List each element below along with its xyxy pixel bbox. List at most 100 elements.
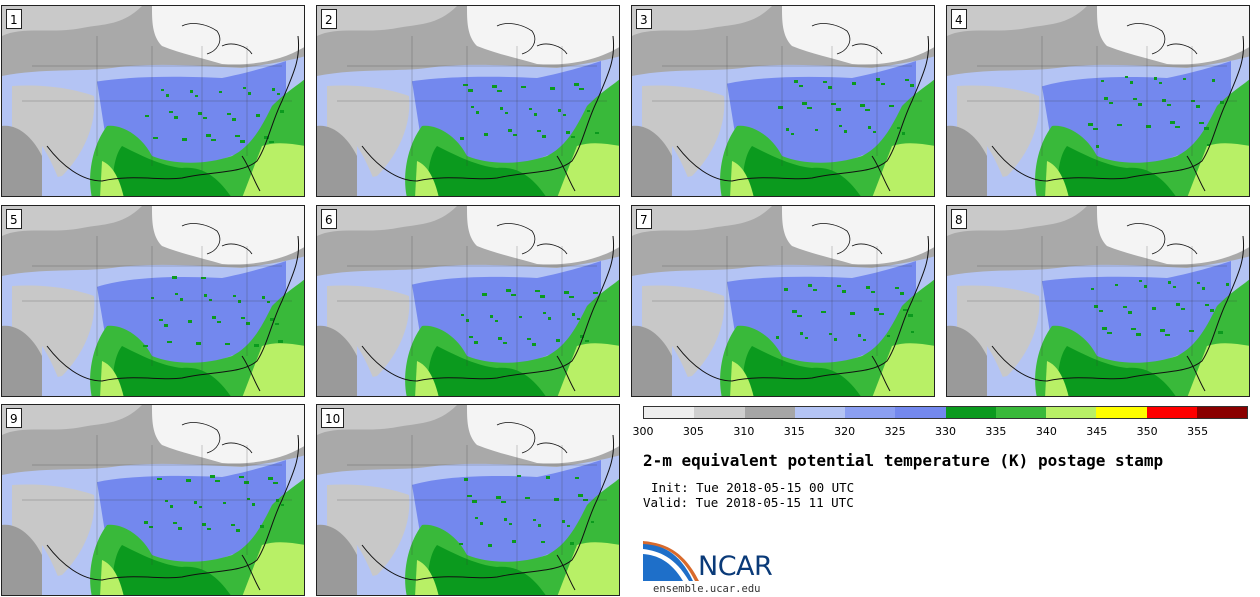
valid-time: Valid: Tue 2018-05-15 11 UTC <box>643 495 854 510</box>
humid-speckle <box>543 312 546 314</box>
coastline <box>676 35 930 182</box>
colorbar-swatch <box>644 407 695 418</box>
humid-speckle <box>196 342 201 345</box>
humid-speckle <box>178 527 182 530</box>
humid-speckle <box>903 309 908 311</box>
warm-region <box>97 460 286 566</box>
humid-speckle <box>280 110 284 113</box>
humid-speckle <box>504 518 507 521</box>
ocean-region <box>672 146 697 196</box>
humid-speckle <box>143 345 148 347</box>
humid-speckle <box>215 480 220 482</box>
humid-speckle <box>273 482 278 484</box>
humid-speckle <box>484 133 488 136</box>
humid-speckle <box>1176 303 1180 306</box>
humid-region <box>427 346 546 396</box>
humid-speckle <box>1115 284 1118 286</box>
humid-speckle <box>905 79 909 81</box>
warm-region <box>97 261 286 367</box>
dry-region <box>632 125 672 196</box>
very-humid-region <box>100 361 124 396</box>
humid-speckle <box>1138 103 1142 106</box>
humid-speckle <box>521 86 526 88</box>
humid-speckle <box>577 318 580 320</box>
dry-region <box>947 325 987 396</box>
humid-speckle <box>533 519 536 521</box>
humid-speckle <box>858 334 861 337</box>
humid-speckle <box>1205 304 1209 306</box>
humid-speckle <box>460 137 464 140</box>
humid-speckle <box>778 106 783 109</box>
map-panel-10: 10 <box>316 404 620 596</box>
humid-speckle <box>911 331 914 333</box>
great-lakes <box>811 23 851 55</box>
humid-speckle <box>248 92 251 95</box>
humid-speckle <box>887 335 890 337</box>
humid-speckle <box>180 298 183 301</box>
coastline <box>361 35 615 182</box>
great-lakes <box>221 43 253 55</box>
map-panel-4: 4 <box>946 5 1250 197</box>
humid-speckle <box>159 319 163 321</box>
humid-speckle <box>210 475 215 478</box>
ocean-region <box>987 146 1012 196</box>
humid-speckle <box>500 107 503 110</box>
humid-speckle <box>188 320 192 323</box>
humid-speckle <box>1204 127 1209 130</box>
humid-speckle <box>505 112 508 114</box>
very-humid-region <box>730 161 754 196</box>
humid-speckle <box>902 132 905 135</box>
florida-coast <box>556 155 576 192</box>
ocean-region <box>357 146 382 196</box>
humid-speckle <box>461 314 464 316</box>
very-humid-region <box>242 542 304 595</box>
humid-speckle <box>1093 128 1098 130</box>
humid-speckle <box>267 301 270 303</box>
humid-speckle <box>836 108 841 111</box>
humid-speckle <box>207 528 211 530</box>
humid-speckle <box>1096 145 1099 148</box>
humid-speckle <box>1210 309 1214 312</box>
humid-speckle <box>863 339 866 341</box>
great-lakes <box>851 43 883 55</box>
coastline <box>46 35 300 182</box>
great-lakes <box>536 442 568 454</box>
panel-label: 2 <box>321 9 337 29</box>
humid-speckle <box>153 137 158 139</box>
humid-region <box>742 346 861 396</box>
great-lakes <box>181 422 221 454</box>
humid-speckle <box>776 336 779 339</box>
humid-speckle <box>1094 305 1098 308</box>
humid-speckle <box>558 109 561 112</box>
coastline <box>676 235 930 382</box>
colorbar-tick-label: 340 <box>1035 425 1057 438</box>
warm-region <box>412 460 601 566</box>
figure-title: 2-m equivalent potential temperature (K)… <box>643 451 1164 470</box>
humid-speckle <box>509 523 512 525</box>
humid-speckle <box>794 80 798 83</box>
humid-speckle <box>874 308 879 311</box>
coastline <box>361 235 615 382</box>
humid-speckle <box>895 287 899 289</box>
humid-speckle <box>815 129 818 131</box>
humid-speckle <box>501 501 506 503</box>
map-panel-3: 3 <box>631 5 935 197</box>
humid-speckle <box>1226 283 1229 286</box>
very-humid-region <box>872 343 934 396</box>
temperature-map <box>2 6 304 196</box>
warm-region <box>412 261 601 367</box>
humid-speckle <box>166 94 169 97</box>
cold-region <box>467 405 619 464</box>
humid-speckle <box>235 135 240 137</box>
great-lakes <box>221 243 253 255</box>
very-humid-region <box>557 143 619 196</box>
humid-speckle <box>247 498 250 500</box>
humid-speckle <box>587 110 590 112</box>
humid-speckle <box>201 277 206 279</box>
temperature-map <box>317 405 619 595</box>
humid-speckle <box>800 332 803 335</box>
humid-speckle <box>595 132 599 134</box>
humid-speckle <box>268 477 273 480</box>
humid-speckle <box>1133 98 1137 100</box>
humid-speckle <box>813 289 817 291</box>
